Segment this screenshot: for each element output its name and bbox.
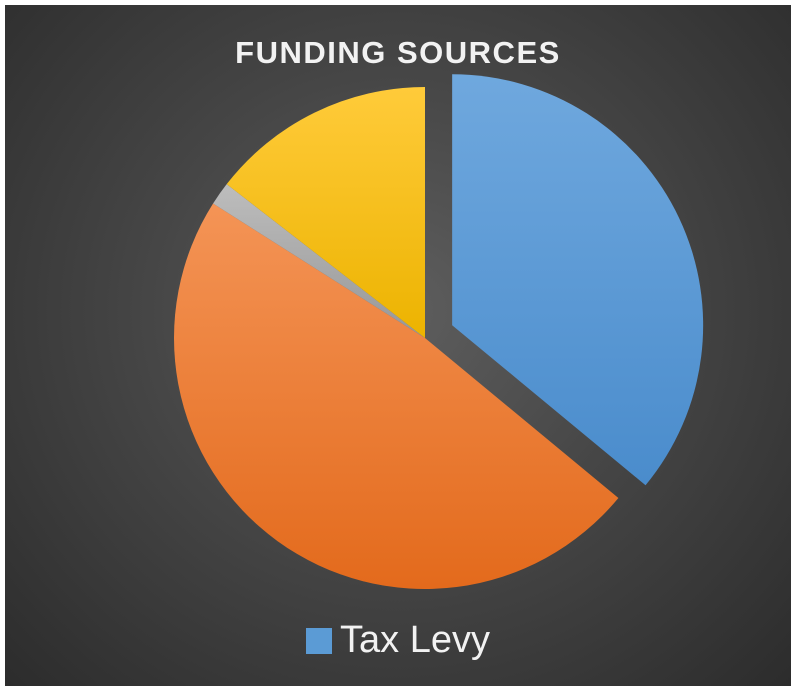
pie-slice-4 (226, 87, 425, 338)
pie-slice-2 (173, 203, 619, 590)
chart-title: FUNDING SOURCES (235, 35, 561, 70)
legend-swatch (306, 627, 333, 654)
chart-area: FUNDING SOURCES Tax Levy (5, 5, 791, 686)
pie-slice-3 (213, 184, 425, 338)
legend-label: Tax Levy (340, 619, 490, 661)
pie-slice-tax-levy (452, 74, 704, 486)
legend-entry: Tax Levy (306, 619, 490, 662)
pie-chart (173, 74, 704, 590)
legend: Tax Levy (5, 619, 791, 664)
